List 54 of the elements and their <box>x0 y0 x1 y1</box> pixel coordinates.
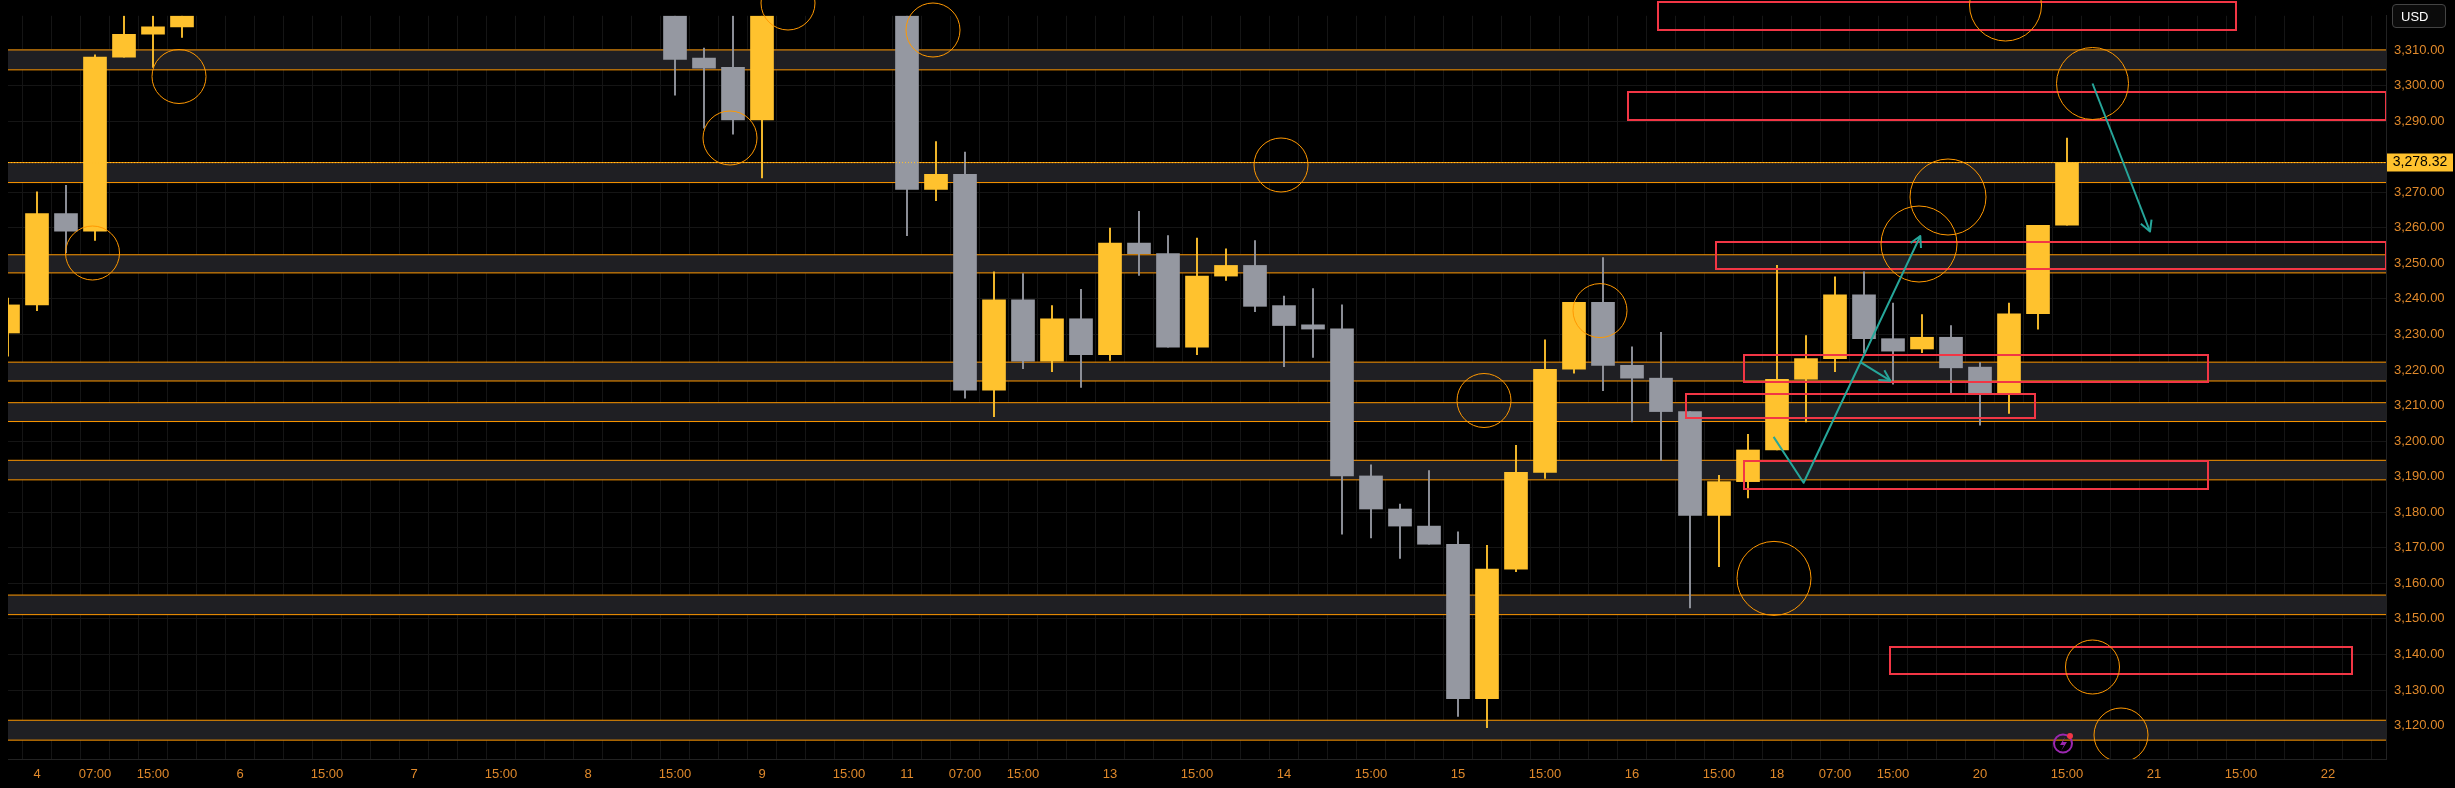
y-tick-label: 3,270.00 <box>2394 183 2445 199</box>
candlestick <box>1301 288 1325 358</box>
x-tick-label: 15:00 <box>1354 766 1388 782</box>
x-tick-label: 15:00 <box>1876 766 1910 782</box>
x-tick-label: 18 <box>1769 766 1785 782</box>
y-tick-label: 3,310.00 <box>2394 41 2445 57</box>
y-tick-label: 3,210.00 <box>2394 397 2445 413</box>
x-tick-label: 6 <box>236 766 244 782</box>
candlestick <box>1127 211 1151 276</box>
x-tick-label: 14 <box>1276 766 1292 782</box>
x-tick-label: 21 <box>2146 766 2162 782</box>
y-tick-label: 3,230.00 <box>2394 325 2445 341</box>
x-tick-label: 8 <box>584 766 592 782</box>
x-tick-label: 4 <box>33 766 41 782</box>
y-tick-label: 3,190.00 <box>2394 468 2445 484</box>
y-tick-label: 3,160.00 <box>2394 574 2445 590</box>
x-tick-label: 20 <box>1972 766 1988 782</box>
y-tick-label: 3,120.00 <box>2394 717 2445 733</box>
x-tick-label: 7 <box>410 766 418 782</box>
x-tick-label: 16 <box>1624 766 1640 782</box>
y-tick-label: 3,170.00 <box>2394 539 2445 555</box>
x-tick-label: 15:00 <box>1702 766 1736 782</box>
x-tick-label: 15:00 <box>310 766 344 782</box>
y-axis-title: USD <box>2392 4 2446 28</box>
y-tick-label: 3,150.00 <box>2394 610 2445 626</box>
y-tick-label: 3,290.00 <box>2394 112 2445 128</box>
x-tick-label: 15:00 <box>1180 766 1214 782</box>
x-tick-label: 15:00 <box>136 766 170 782</box>
x-tick-label: 22 <box>2320 766 2336 782</box>
x-tick-label: 15:00 <box>2224 766 2258 782</box>
x-tick-label: 15:00 <box>2050 766 2084 782</box>
y-tick-label: 3,200.00 <box>2394 432 2445 448</box>
x-tick-label: 15:00 <box>484 766 518 782</box>
x-tick-label: 15:00 <box>1006 766 1040 782</box>
ref-line-label: 3,278.32 <box>2392 153 2448 170</box>
x-tick-label: 15 <box>1450 766 1466 782</box>
x-tick-label: 11 <box>900 766 914 782</box>
y-tick-label: 3,300.00 <box>2394 77 2445 93</box>
y-tick-label: 3,140.00 <box>2394 646 2445 662</box>
candlestick <box>692 47 716 129</box>
x-tick-label: 07:00 <box>948 766 982 782</box>
x-tick-label: 07:00 <box>78 766 112 782</box>
y-tick-label: 3,180.00 <box>2394 503 2445 519</box>
y-tick-label: 3,260.00 <box>2394 219 2445 235</box>
y-tick-label: 3,250.00 <box>2394 254 2445 270</box>
x-tick-label: 15:00 <box>832 766 866 782</box>
x-tick-label: 9 <box>758 766 766 782</box>
y-tick-label: 3,220.00 <box>2394 361 2445 377</box>
y-tick-label: 3,240.00 <box>2394 290 2445 306</box>
x-tick-label: 07:00 <box>1818 766 1852 782</box>
x-tick-label: 15:00 <box>1528 766 1562 782</box>
y-tick-label: 3,130.00 <box>2394 681 2445 697</box>
x-tick-label: 13 <box>1102 766 1118 782</box>
x-tick-label: 15:00 <box>658 766 692 782</box>
